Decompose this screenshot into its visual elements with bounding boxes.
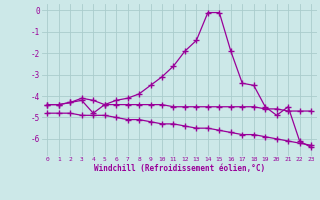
X-axis label: Windchill (Refroidissement éolien,°C): Windchill (Refroidissement éolien,°C) [94, 164, 265, 173]
